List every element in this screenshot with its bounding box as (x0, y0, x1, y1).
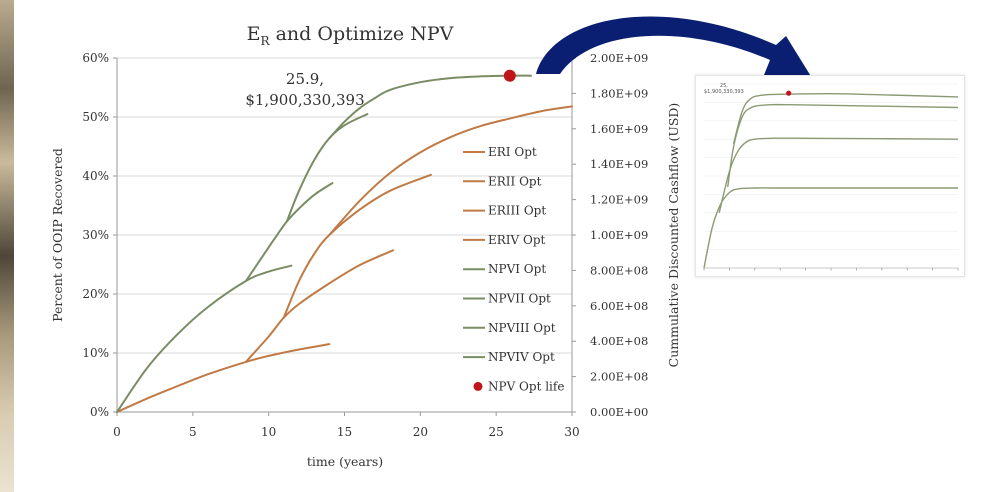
series-line-npvi-opt (116, 264, 293, 413)
y-left-tick-label: 20% (82, 287, 109, 301)
inset-series-line-4 (732, 92, 959, 144)
legend-label-eri-opt: ERI Opt (488, 145, 537, 159)
inset-annotation-line-2: $1,900,330,393 (704, 89, 744, 95)
y-right-tick-label: 1.40E+09 (590, 157, 648, 171)
npv-opt-life-marker (503, 69, 516, 82)
series-lines (116, 69, 573, 413)
y-right-tick-label: 4.00E+08 (590, 334, 648, 348)
chart-title-rest: and Optimize NPV (270, 23, 454, 45)
chart-title-subscript: R (261, 34, 271, 48)
annotation-line-2: $1,900,330,393 (245, 91, 364, 109)
y-right-tick-label: 2.00E+08 (590, 370, 648, 384)
inset-grid-lines (703, 83, 959, 271)
legend-label-npviv-opt: NPVIV Opt (488, 350, 555, 364)
y-right-tick-label: 1.20E+09 (590, 193, 648, 207)
y-right-tick-label: 8.00E+08 (590, 263, 648, 277)
y-left-tick-label: 10% (82, 346, 109, 360)
legend: ERI Opt ERII Opt ERIII Opt ERIV Opt NPVI Opt… (463, 145, 564, 393)
legend-label-npv-opt-life: NPV Opt life (488, 379, 564, 393)
legend-label-eriv-opt: ERIV Opt (488, 233, 546, 247)
y-left-tick-label: 50% (82, 110, 109, 124)
y-right-tick-label: 1.00E+09 (590, 228, 648, 242)
series-line-eri-opt (116, 343, 331, 413)
inset-annotation: 25, $1,900,330,393 (704, 83, 744, 95)
legend-label-erii-opt: ERII Opt (488, 174, 542, 188)
legend-label-npvii-opt: NPVII Opt (488, 292, 551, 306)
series-line-eriv-opt (328, 105, 573, 236)
legend-swatch-npv-opt-life (473, 381, 483, 391)
chart-title-main: E (247, 23, 261, 45)
y-left-tick-label: 40% (82, 169, 109, 183)
y-left-tick-label: 0% (90, 405, 109, 419)
x-tick-label: 0 (113, 425, 121, 439)
y-right-tick-label: 0.00E+00 (590, 405, 648, 419)
legend-label-eriii-opt: ERIII Opt (488, 204, 546, 218)
axes: 0% 10% 20% 30% 40% 50% 60% 0.00E+00 2.00E+08 4.00… (82, 51, 648, 439)
x-axis-label: time (years) (307, 454, 383, 469)
recovery-npv-chart: ER and Optimize NPV 0% 10% 20% 30% 40% 50% 60%… (50, 23, 681, 469)
y-left-tick-label: 30% (82, 228, 109, 242)
series-line-npviii-opt (285, 113, 369, 223)
x-tick-label: 20 (413, 425, 428, 439)
y-axis-left-label: Percent of OOIP Recovered (50, 148, 65, 322)
chart-title: ER and Optimize NPV (247, 23, 454, 48)
legend-label-npviii-opt: NPVIII Opt (488, 321, 556, 335)
background-photo-strip (0, 0, 14, 492)
legend-label-npvi-opt: NPVI Opt (488, 262, 546, 276)
y-right-tick-label: 1.80E+09 (590, 86, 648, 100)
inset-marker (786, 90, 792, 96)
inset-series-line-1 (703, 187, 958, 269)
inset-series-lines (703, 90, 959, 269)
x-tick-label: 10 (261, 425, 276, 439)
curved-arrow (536, 16, 812, 80)
x-tick-label: 30 (564, 425, 579, 439)
inset-chart-panel: 25, $1,900,330,393 (695, 75, 965, 277)
series-line-erii-opt (244, 249, 394, 363)
y-left-tick-label: 60% (82, 51, 109, 65)
x-tick-label: 25 (489, 425, 504, 439)
curved-arrow-shape (536, 16, 812, 80)
inset-chart (703, 83, 959, 271)
inset-series-line-2 (718, 137, 959, 213)
series-line-npviv-opt (328, 74, 532, 140)
inset-series-line-3 (727, 103, 959, 188)
y-right-tick-label: 2.00E+09 (590, 51, 648, 65)
x-tick-label: 15 (337, 425, 352, 439)
inset-annotation-line-1: 25, (719, 83, 728, 89)
y-axis-right-label: Cummulative Discounted Cashflow (USD) (666, 103, 681, 368)
x-tick-label: 5 (189, 425, 197, 439)
y-right-tick-label: 1.60E+09 (590, 122, 648, 136)
y-right-tick-label: 6.00E+08 (590, 299, 648, 313)
series-line-eriii-opt (282, 173, 432, 319)
annotation-line-1: 25.9, (286, 70, 324, 88)
